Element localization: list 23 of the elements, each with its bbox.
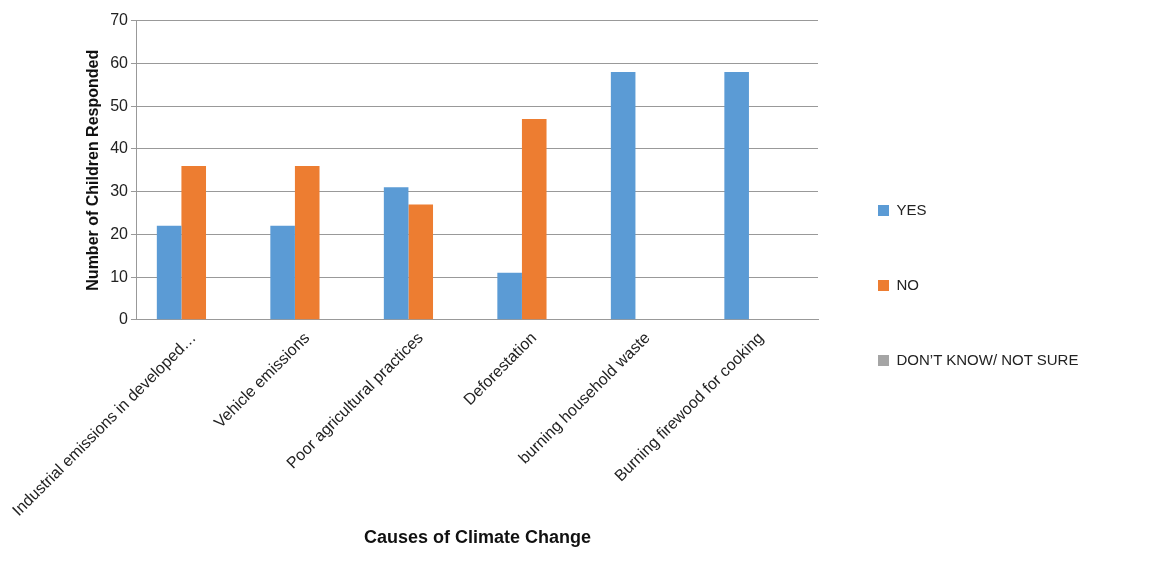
y-tick-label: 60 xyxy=(110,53,129,71)
legend-label: DON’T KNOW/ NOT SURE xyxy=(896,350,1079,368)
y-tick-label: 20 xyxy=(110,224,129,242)
bar xyxy=(497,272,522,320)
legend-label: YES xyxy=(896,200,927,218)
bar xyxy=(521,118,547,320)
bar xyxy=(270,225,295,320)
y-tick-label: 40 xyxy=(110,139,129,157)
bar xyxy=(156,225,182,320)
y-tick-label: 30 xyxy=(110,182,129,200)
y-axis-title: Number of Children Responded xyxy=(83,49,101,291)
y-tick-label: 10 xyxy=(110,267,129,285)
y-tick-label: 50 xyxy=(110,96,129,114)
x-axis-title: Causes of Climate Change xyxy=(363,527,592,548)
legend-label: NO xyxy=(896,275,919,293)
bar xyxy=(181,165,207,320)
bar xyxy=(610,71,636,320)
bar xyxy=(383,187,409,320)
bar xyxy=(408,204,434,320)
bar xyxy=(724,71,749,320)
bar xyxy=(294,165,320,320)
y-tick-label: 0 xyxy=(119,310,129,328)
y-tick-label: 70 xyxy=(110,11,129,29)
